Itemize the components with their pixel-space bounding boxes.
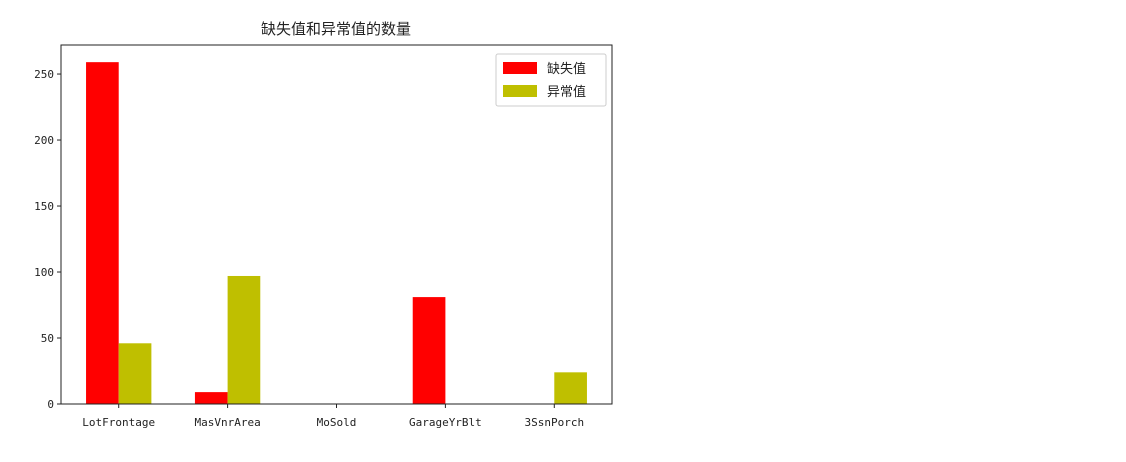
bar-missing-GarageYrBlt bbox=[412, 297, 446, 404]
bar-outlier-LotFrontage bbox=[118, 343, 152, 404]
bar-outlier-MasVnrArea bbox=[227, 275, 261, 404]
chart-title: 缺失值和异常值的数量 bbox=[261, 20, 411, 38]
bar-missing-MasVnrArea bbox=[194, 392, 228, 404]
legend-swatch-missing bbox=[503, 62, 537, 74]
y-tick-label: 50 bbox=[41, 332, 54, 345]
x-tick-label: 3SsnPorch bbox=[524, 416, 584, 429]
x-tick-label: LotFrontage bbox=[82, 416, 155, 429]
y-tick-label: 200 bbox=[34, 134, 54, 147]
bar-missing-LotFrontage bbox=[86, 62, 119, 405]
y-tick-label: 150 bbox=[34, 200, 54, 213]
y-tick-label: 100 bbox=[34, 266, 54, 279]
legend: 缺失值 异常值 bbox=[495, 53, 607, 107]
x-tick-label: MasVnrArea bbox=[194, 416, 260, 429]
x-tick-label: MoSold bbox=[317, 416, 357, 429]
x-tick-label: GarageYrBlt bbox=[409, 416, 482, 429]
legend-label-missing: 缺失值 bbox=[547, 61, 586, 77]
legend-swatch-outlier bbox=[503, 85, 537, 97]
bar-outlier-3SsnPorch bbox=[554, 372, 587, 404]
y-tick-label: 250 bbox=[34, 68, 54, 81]
plot-frame bbox=[60, 44, 613, 405]
y-tick-label: 0 bbox=[47, 398, 54, 411]
legend-label-outlier: 异常值 bbox=[547, 84, 586, 100]
